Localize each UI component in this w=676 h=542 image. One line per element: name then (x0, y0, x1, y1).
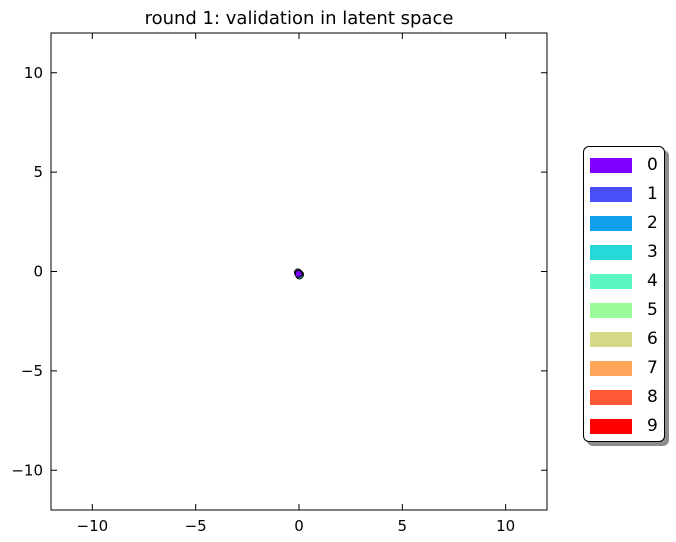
legend-swatch (590, 186, 632, 202)
legend-label: 2 (647, 213, 658, 233)
legend-item: 4 (590, 271, 658, 291)
legend-label: 5 (647, 300, 658, 320)
y-tick-label: 10 (24, 64, 43, 82)
x-tick-label: 0 (294, 517, 304, 535)
x-tick-label: −5 (185, 517, 207, 535)
legend-swatch (590, 331, 632, 347)
x-tick-label: 10 (496, 517, 515, 535)
y-tick-label: 0 (33, 263, 43, 281)
x-tick-label: −10 (77, 517, 109, 535)
legend-item: 9 (590, 416, 658, 436)
legend: 0 1 2 3 4 5 6 7 8 9 (583, 146, 665, 442)
legend-label: 6 (647, 329, 658, 349)
legend-item: 0 (590, 155, 658, 175)
legend-swatch (590, 302, 632, 318)
legend-item: 6 (590, 329, 658, 349)
legend-label: 7 (647, 358, 658, 378)
legend-swatch (590, 244, 632, 260)
legend-label: 8 (647, 387, 658, 407)
legend-swatch (590, 273, 632, 289)
y-tick-label: 5 (33, 163, 43, 181)
legend-label: 9 (647, 416, 658, 436)
legend-swatch (590, 215, 632, 231)
plot-area: −10 −5 0 5 10 −10 −5 0 5 10 (11, 32, 548, 535)
y-tick-label: −5 (21, 362, 43, 380)
legend-swatch (590, 389, 632, 405)
legend-swatch (590, 360, 632, 376)
legend-item: 8 (590, 387, 658, 407)
legend-item: 2 (590, 213, 658, 233)
legend-item: 3 (590, 242, 658, 262)
chart-title: round 1: validation in latent space (145, 8, 454, 29)
legend-label: 3 (647, 242, 658, 262)
x-tick-label: 5 (398, 517, 408, 535)
legend-swatch (590, 418, 632, 434)
legend-item: 1 (590, 184, 658, 204)
legend-label: 4 (647, 271, 658, 291)
legend-item: 7 (590, 358, 658, 378)
legend-label: 1 (647, 184, 658, 204)
data-point (294, 269, 303, 278)
legend-swatch (590, 157, 632, 173)
legend-label: 0 (647, 155, 658, 175)
y-tick-label: −10 (11, 461, 43, 479)
legend-item: 5 (590, 300, 658, 320)
